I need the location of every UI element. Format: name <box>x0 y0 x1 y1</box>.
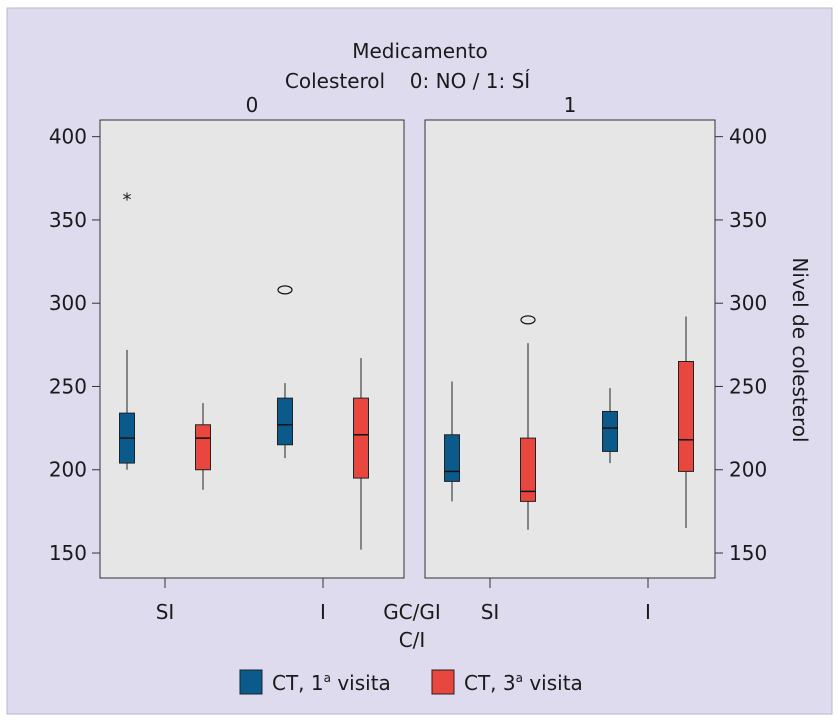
y-tick-label-left: 400 <box>49 125 87 149</box>
y-tick-label-right: 200 <box>729 458 767 482</box>
axes-layer: SI I SI I 150 150 200 200 250 250 300 300 350 350 400 4… <box>49 125 767 624</box>
box-ct3 <box>520 437 536 502</box>
panel-label-1: 1 <box>564 93 577 117</box>
y-tick-label-right: 150 <box>729 541 767 565</box>
x-tick-label: I <box>320 600 326 624</box>
legend-swatch-ct1 <box>239 669 263 695</box>
legend-label-ct3: CT, 3a visita <box>464 671 583 695</box>
outlier-circle <box>520 315 536 325</box>
y-tick-label-left: 150 <box>49 541 87 565</box>
y-tick-label-right: 350 <box>729 208 767 232</box>
x-tick-label: SI <box>156 600 175 624</box>
outlier-star: * <box>123 190 132 211</box>
legend: CT, 1a visita CT, 3a visita <box>239 669 583 695</box>
y-tick-label-left: 200 <box>49 458 87 482</box>
box-ct1 <box>444 434 460 482</box>
panel-label-0: 0 <box>246 93 259 117</box>
y-tick-label-right: 400 <box>729 125 767 149</box>
outlier-circle <box>277 285 293 295</box>
legend-label-ct1: CT, 1a visita <box>272 671 391 695</box>
x-tick-label: I <box>645 600 651 624</box>
box-ct1 <box>602 410 618 452</box>
box-ct1 <box>277 397 293 446</box>
y-tick-label-left: 350 <box>49 208 87 232</box>
box-ct3 <box>195 424 211 471</box>
box-ct3 <box>678 360 694 472</box>
y-tick-label-left: 250 <box>49 374 87 398</box>
y-tick-label-left: 300 <box>49 291 87 315</box>
y-axis-title: Nivel de colesterol <box>788 257 812 442</box>
chart-subtitle-right: 0: NO / 1: SÍ <box>410 69 530 93</box>
boxes-layer: * <box>119 190 694 550</box>
panel-1 <box>424 119 716 579</box>
chart-title: Medicamento <box>352 39 488 63</box>
chart-subtitle-left: Colesterol <box>285 69 385 93</box>
x-axis-title: C/I <box>399 628 426 652</box>
y-tick-label-right: 300 <box>729 291 767 315</box>
x-tick-label: SI <box>481 600 500 624</box>
box-ct3 <box>353 397 369 479</box>
legend-swatch-ct3 <box>431 669 455 695</box>
x-inner-axis-label: GC/GI <box>383 600 441 624</box>
y-tick-label-right: 250 <box>729 374 767 398</box>
panel-0 <box>99 119 405 579</box>
